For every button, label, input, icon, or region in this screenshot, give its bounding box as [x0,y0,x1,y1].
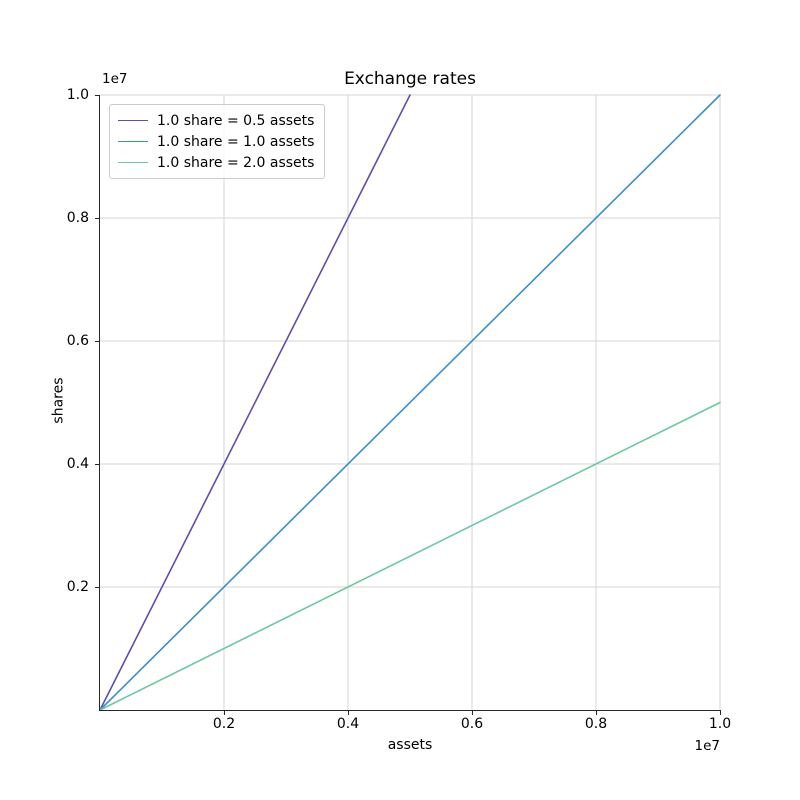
y-tick-mark [95,217,99,219]
x-tick-label: 0.6 [460,716,484,732]
x-tick-label: 0.8 [584,716,608,732]
plot-area: 1.0 share = 0.5 assets 1.0 share = 1.0 as… [99,94,721,711]
y-tick-mark [95,94,99,96]
legend-label: 1.0 share = 0.5 assets [157,112,315,129]
y-tick-label: 0.6 [66,333,89,349]
y-axis-offset-text: 1e7 [102,71,128,87]
x-tick-mark [595,711,597,715]
legend-line-swatch [118,162,148,163]
legend: 1.0 share = 0.5 assets 1.0 share = 1.0 as… [109,104,326,179]
y-axis-label: shares [50,377,67,424]
y-tick-mark [95,340,99,342]
x-tick-mark [223,711,225,715]
legend-item: 1.0 share = 0.5 assets [118,110,314,131]
y-tick-mark [95,463,99,465]
x-tick-label: 1.0 [708,716,732,732]
legend-line-swatch [118,141,148,142]
y-axis-spine [99,95,100,711]
series-line [99,401,721,711]
chart-title: Exchange rates [344,69,476,89]
x-axis-offset-text: 1e7 [694,738,720,754]
legend-item: 1.0 share = 2.0 assets [118,152,314,173]
x-tick-mark [471,711,473,715]
y-tick-label: 0.8 [66,210,89,226]
y-tick-label: 0.4 [66,456,89,472]
x-tick-mark [719,711,721,715]
y-tick-mark [95,586,99,588]
plot-canvas [99,94,721,711]
x-tick-label: 0.2 [212,716,236,732]
x-tick-mark [347,711,349,715]
y-tick-label: 1.0 [66,87,89,103]
legend-label: 1.0 share = 2.0 assets [157,154,315,171]
legend-label: 1.0 share = 1.0 assets [157,133,315,150]
legend-line-swatch [118,120,148,121]
y-tick-label: 0.2 [66,579,89,595]
series-line [99,94,721,711]
legend-item: 1.0 share = 1.0 assets [118,131,314,152]
series-line [99,94,411,711]
x-tick-label: 0.4 [336,716,360,732]
x-axis-spine [99,710,721,711]
x-axis-label: assets [387,737,433,753]
